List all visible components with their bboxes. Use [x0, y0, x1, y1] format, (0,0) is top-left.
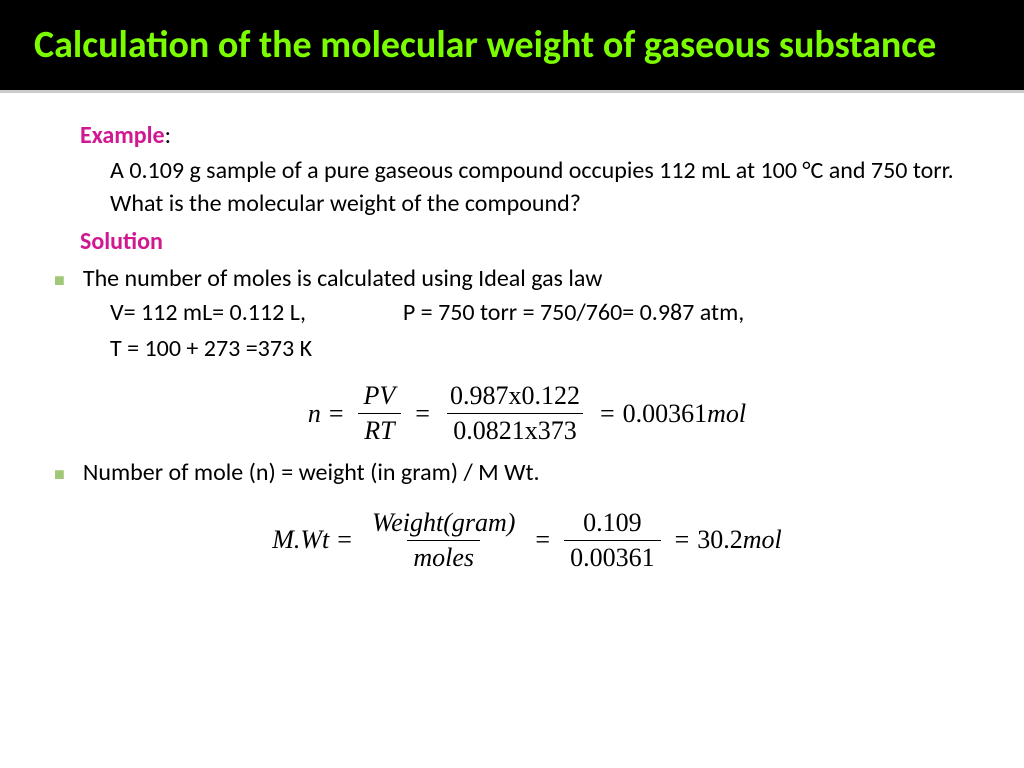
f1-frac2: 0.987x0.122 0.0821x373 [444, 381, 586, 446]
bullet-icon: ■ [54, 463, 65, 485]
bullet-1-text: The number of moles is calculated using … [83, 262, 603, 296]
conversion-line-2: T = 100 + 273 =373 K [110, 331, 974, 367]
f2-frac1: Weight(gram) moles [366, 508, 521, 573]
example-row: Example: [80, 121, 974, 150]
formula-moles: n = PV RT = 0.987x0.122 0.0821x373 = 0.0… [80, 381, 974, 446]
bullet-2-row: ■ Number of mole (n) = weight (in gram) … [80, 456, 974, 490]
colon: : [165, 121, 171, 150]
bullet-icon: ■ [54, 269, 65, 291]
slide-content: Example: A 0.109 g sample of a pure gase… [0, 93, 1024, 573]
slide-header: Calculation of the molecular weight of g… [0, 0, 1024, 93]
example-text: A 0.109 g sample of a pure gaseous compo… [110, 154, 974, 221]
f1-unit: mol [707, 399, 746, 429]
conversion-line-1: V= 112 mL= 0.112 L, P = 750 torr = 750/7… [110, 295, 974, 331]
f1-result: 0.00361 [623, 399, 708, 429]
f2-result: 30.2 [697, 525, 743, 555]
bullet-2-text: Number of mole (n) = weight (in gram) / … [83, 456, 540, 490]
formula-mwt: M.Wt = Weight(gram) moles = 0.109 0.0036… [80, 508, 974, 573]
f2-unit: mol [743, 525, 782, 555]
example-label: Example [80, 121, 165, 150]
solution-label: Solution [80, 227, 974, 256]
conv-v: V= 112 mL= 0.112 L, [110, 298, 306, 327]
f1-frac1: PV RT [358, 381, 402, 446]
f2-frac2: 0.109 0.00361 [564, 508, 661, 573]
f1-lhs: n [308, 399, 321, 429]
bullet-1-row: ■ The number of moles is calculated usin… [80, 262, 974, 296]
f2-lhs: M.Wt [272, 525, 329, 555]
slide-title: Calculation of the molecular weight of g… [34, 22, 990, 70]
conv-p: P = 750 torr = 750/760= 0.987 atm, [403, 298, 744, 327]
